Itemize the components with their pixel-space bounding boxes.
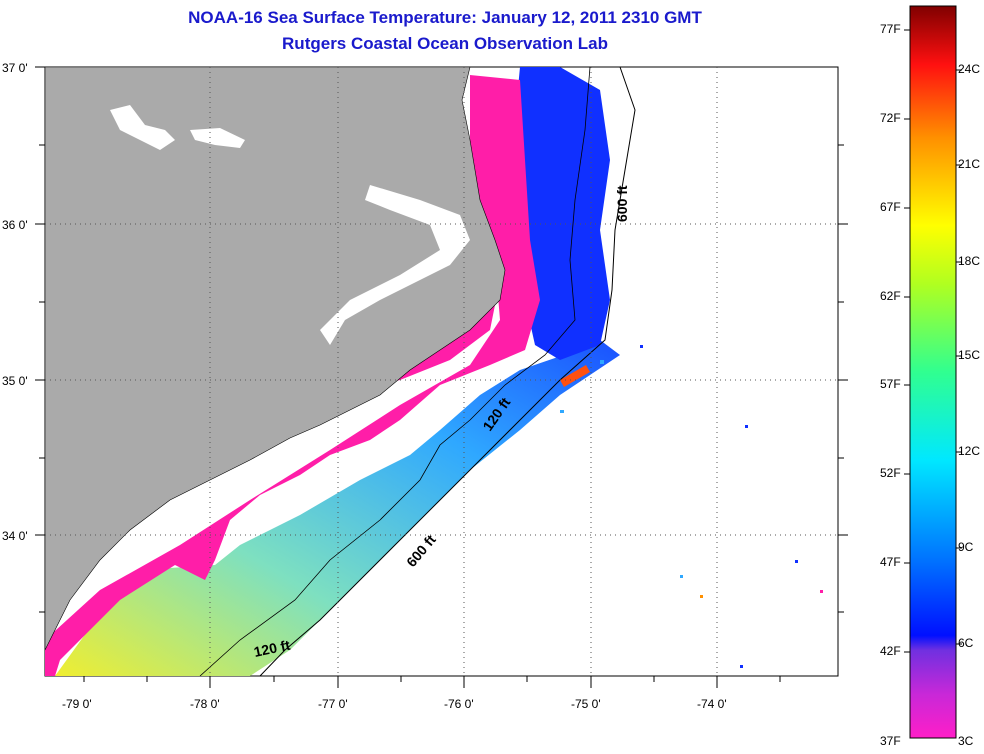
colorbar-c-21: 21C	[958, 157, 981, 171]
lat-label-37: 37 0'	[2, 61, 28, 75]
colorbar-f-57: 57F	[880, 377, 901, 391]
axis-ticks	[35, 66, 848, 688]
colorbar-f-67: 67F	[880, 200, 901, 214]
graticule	[45, 67, 838, 676]
lon-label-75: -75 0'	[571, 697, 601, 711]
colorbar-c-24: 24C	[958, 62, 981, 76]
lat-label-34: 34 0'	[2, 529, 28, 543]
colorbar-f-37: 37F	[880, 734, 901, 748]
lon-label-74: -74 0'	[697, 697, 727, 711]
river-patch-1	[110, 105, 175, 150]
colorbar-c-18: 18C	[958, 254, 981, 268]
scattered-sst-pixels	[560, 345, 823, 668]
lon-label-78: -78 0'	[190, 697, 220, 711]
lat-label-36: 36 0'	[2, 218, 28, 232]
sst-nearshore-cold-band	[45, 75, 540, 676]
contour-label-600ft-north: 600 ft	[614, 185, 630, 222]
colorbar-c-3: 3C	[958, 734, 974, 748]
contour-600ft	[259, 67, 636, 676]
colorbar-c-12: 12C	[958, 444, 981, 458]
colorbar-c-9: 9C	[958, 540, 974, 554]
colorbar-c-6: 6C	[958, 636, 974, 650]
lon-label-79: -79 0'	[62, 697, 92, 711]
colorbar-f-47: 47F	[880, 555, 901, 569]
river-patch-2	[190, 128, 245, 148]
colorbar-f-72: 72F	[880, 111, 901, 125]
contour-label-120ft-south: 120 ft	[252, 637, 291, 660]
colorbar-f-62: 62F	[880, 289, 901, 303]
map-subtitle: Rutgers Coastal Ocean Observation Lab	[282, 34, 608, 53]
colorbar-c-15: 15C	[958, 348, 981, 362]
colorbar-ticks	[904, 29, 962, 653]
lon-label-77: -77 0'	[318, 697, 348, 711]
sst-cold-offshore-field	[515, 67, 610, 360]
colorbar-f-42: 42F	[880, 644, 901, 658]
sound-water-patch	[320, 185, 470, 345]
contour-120ft	[199, 67, 591, 676]
colorbar-f-77: 77F	[880, 22, 901, 36]
land-mass	[45, 67, 506, 651]
temperature-colorbar	[909, 5, 957, 739]
map-title: NOAA-16 Sea Surface Temperature: January…	[188, 8, 702, 27]
lat-label-35: 35 0'	[2, 374, 28, 388]
colorbar-f-52: 52F	[880, 466, 901, 480]
lon-label-76: -76 0'	[444, 697, 474, 711]
